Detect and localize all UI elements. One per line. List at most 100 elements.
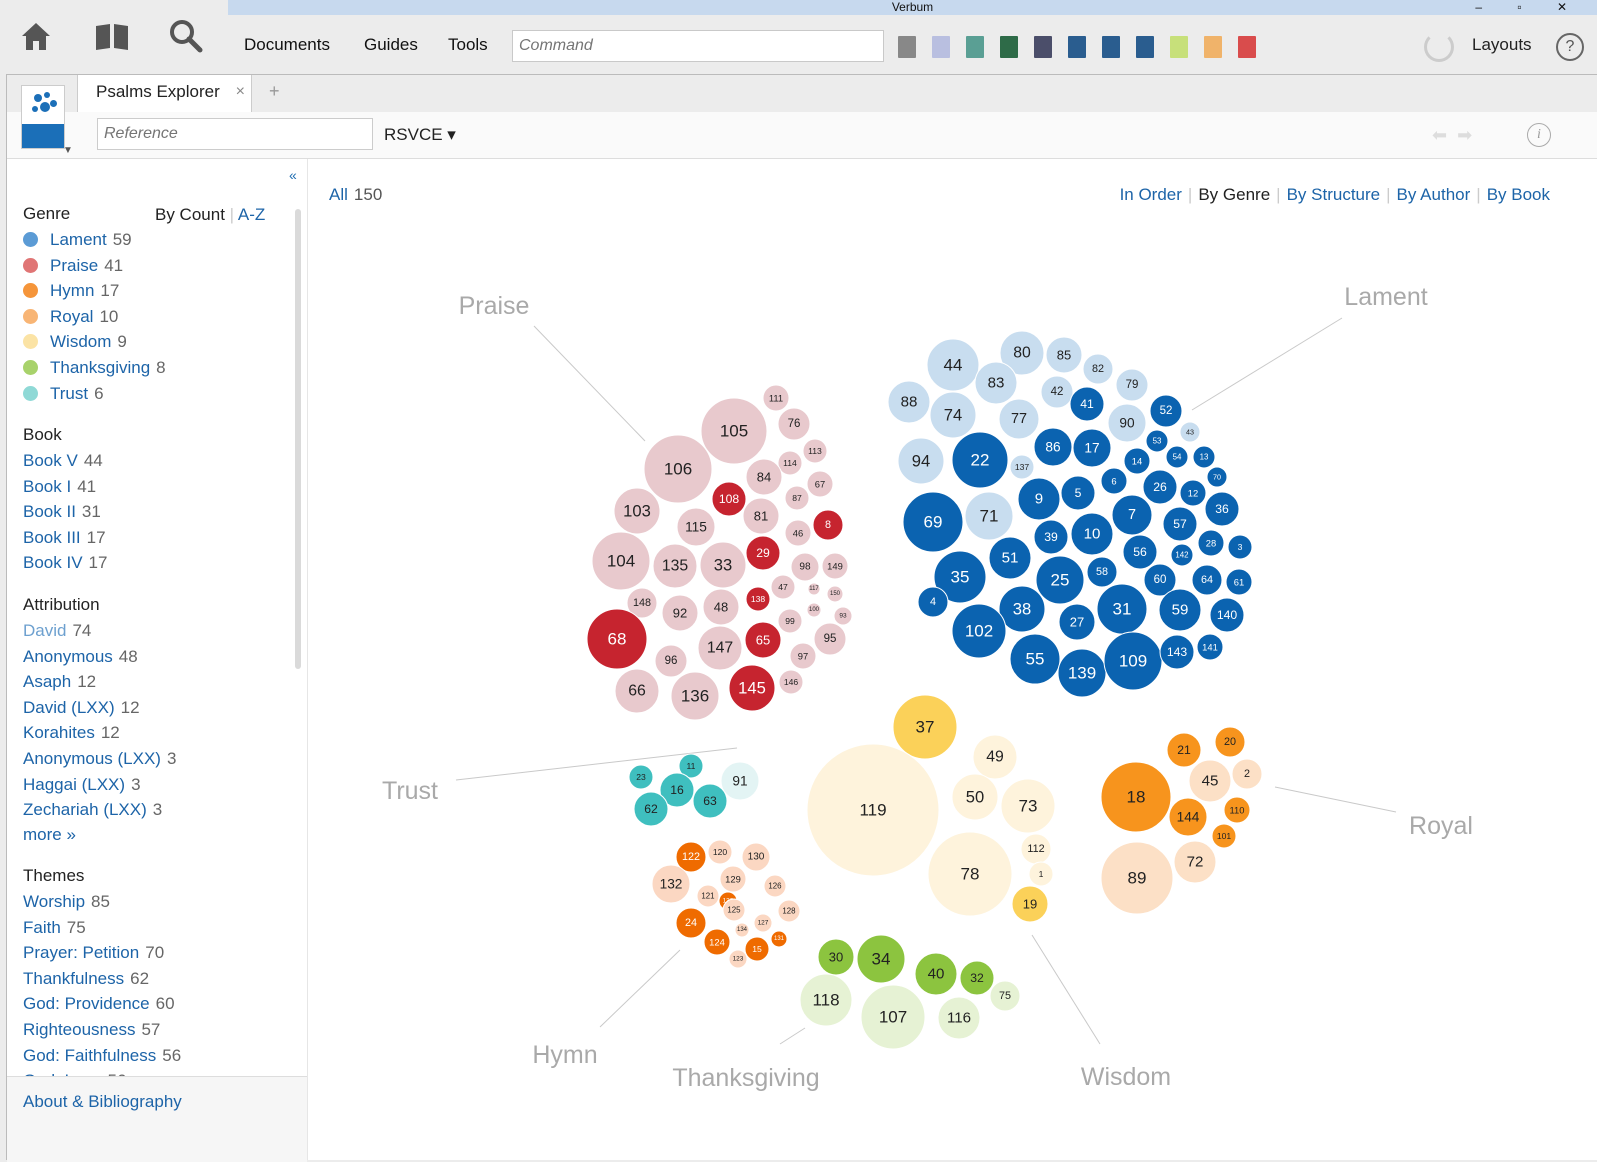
psalm-bubble[interactable]: [719, 865, 747, 893]
theme-item[interactable]: Righteousness 57: [23, 1020, 160, 1040]
book-shortcut-icon[interactable]: [1000, 36, 1018, 58]
close-tab-icon[interactable]: ×: [235, 83, 245, 100]
psalm-bubble[interactable]: [951, 603, 1007, 659]
theme-item[interactable]: Prayer: Petition 70: [23, 943, 164, 963]
layouts-button[interactable]: Layouts: [1472, 35, 1532, 54]
psalm-bubble[interactable]: [812, 509, 844, 541]
psalm-bubble[interactable]: [676, 507, 716, 547]
genre-item-wisdom[interactable]: Wisdom 9: [23, 332, 127, 352]
book-shortcut-icon[interactable]: [966, 36, 984, 58]
psalm-bubble[interactable]: [1082, 353, 1114, 385]
version-dropdown[interactable]: RSVCE ▾: [384, 125, 456, 144]
psalm-bubble[interactable]: [1231, 758, 1263, 790]
psalm-bubble[interactable]: [586, 608, 648, 670]
psalm-bubble[interactable]: [1143, 563, 1177, 597]
psalm-bubble[interactable]: [722, 898, 746, 922]
psalm-bubble[interactable]: [763, 874, 787, 898]
view-by-genre[interactable]: By Genre: [1198, 185, 1271, 204]
theme-item[interactable]: Thankfulness 62: [23, 969, 149, 989]
tab-psalms-explorer[interactable]: Psalms Explorer ×: [77, 75, 252, 112]
theme-item[interactable]: Worship 85: [23, 892, 110, 912]
psalm-bubble[interactable]: [777, 608, 803, 634]
psalm-bubble[interactable]: [974, 361, 1018, 405]
psalm-bubble[interactable]: [806, 743, 940, 877]
more-link[interactable]: more »: [23, 825, 76, 844]
psalm-bubble[interactable]: [892, 694, 958, 760]
psalm-bubble[interactable]: [1111, 494, 1153, 536]
psalm-bubble[interactable]: [702, 588, 740, 626]
book-shortcut-icon[interactable]: [1068, 36, 1086, 58]
psalm-bubble[interactable]: [643, 434, 713, 504]
psalm-bubble[interactable]: [989, 980, 1021, 1012]
psalm-bubble[interactable]: [1188, 759, 1232, 803]
add-tab-button[interactable]: +: [269, 81, 280, 101]
psalm-bubble[interactable]: [591, 531, 651, 591]
attribution-item[interactable]: David (LXX) 12: [23, 698, 140, 718]
psalm-bubble[interactable]: [790, 552, 820, 582]
attribution-item[interactable]: Korahites 12: [23, 723, 120, 743]
book-shortcut-icon[interactable]: [1170, 36, 1188, 58]
psalm-bubble[interactable]: [651, 864, 691, 904]
psalm-bubble[interactable]: [1086, 556, 1118, 588]
psalm-bubble[interactable]: [728, 664, 776, 712]
view-in-order[interactable]: In Order: [1119, 185, 1182, 204]
psalm-bubble[interactable]: [1204, 491, 1240, 527]
psalm-bubble[interactable]: [1100, 761, 1172, 833]
attribution-item[interactable]: Asaph 12: [23, 672, 96, 692]
psalm-bubble[interactable]: [999, 330, 1045, 376]
psalm-bubble[interactable]: [728, 949, 748, 969]
psalm-bubble[interactable]: [856, 934, 906, 984]
psalm-bubble[interactable]: [860, 984, 926, 1050]
sidebar-scrollbar[interactable]: [295, 209, 301, 669]
psalm-bubble[interactable]: [802, 438, 828, 464]
search-icon[interactable]: [166, 16, 206, 56]
psalm-bubble[interactable]: [1100, 841, 1174, 915]
psalm-bubble[interactable]: [1115, 368, 1149, 402]
view-by-author[interactable]: By Author: [1396, 185, 1471, 204]
psalm-bubble[interactable]: [959, 960, 995, 996]
psalm-bubble[interactable]: [744, 936, 770, 962]
psalm-bubble[interactable]: [762, 384, 790, 412]
psalm-bubble[interactable]: [902, 491, 964, 553]
psalm-bubble[interactable]: [770, 574, 796, 600]
all-filter[interactable]: All 150: [329, 185, 382, 205]
psalm-bubble[interactable]: [806, 470, 834, 498]
reference-input[interactable]: [97, 118, 373, 150]
book-item[interactable]: Book II 31: [23, 502, 101, 522]
sort-by-count[interactable]: By Count: [155, 205, 225, 224]
psalm-bubble[interactable]: [1145, 429, 1169, 453]
psalm-bubble[interactable]: [770, 930, 788, 948]
book-shortcut-icon[interactable]: [932, 36, 950, 58]
psalm-bubble[interactable]: [1045, 336, 1083, 374]
menu-guides[interactable]: Guides: [364, 35, 418, 54]
psalm-bubble[interactable]: [699, 541, 747, 589]
book-shortcut-icon[interactable]: [1102, 36, 1120, 58]
psalm-bubble[interactable]: [613, 487, 661, 535]
psalm-bubble[interactable]: [897, 437, 945, 485]
psalm-bubble[interactable]: [1040, 375, 1074, 409]
psalm-bubble[interactable]: [951, 431, 1009, 489]
psalm-bubble[interactable]: [633, 791, 669, 827]
psalm-bubble[interactable]: [1162, 506, 1198, 542]
psalm-bubble[interactable]: [806, 602, 822, 618]
psalm-bubble[interactable]: [1070, 512, 1114, 556]
psalm-bubble[interactable]: [1058, 603, 1096, 641]
psalm-bubble[interactable]: [1000, 778, 1056, 834]
psalm-bubble[interactable]: [720, 761, 760, 801]
psalm-bubble[interactable]: [988, 536, 1032, 580]
psalm-bubble[interactable]: [817, 938, 855, 976]
psalm-bubble[interactable]: [777, 899, 801, 923]
history-arrows-icon[interactable]: ⬅➡: [1432, 125, 1483, 145]
psalm-bubble[interactable]: [744, 621, 782, 659]
command-input[interactable]: [512, 30, 884, 62]
psalm-bubble[interactable]: [1028, 861, 1054, 887]
psalm-bubble[interactable]: [1197, 529, 1225, 557]
psalm-bubble[interactable]: [1107, 403, 1147, 443]
view-by-structure[interactable]: By Structure: [1286, 185, 1381, 204]
psalm-bubble[interactable]: [1211, 823, 1237, 849]
psalm-bubble[interactable]: [784, 485, 810, 511]
panel-menu-icon[interactable]: ▼: [63, 145, 73, 156]
psalm-bubble[interactable]: [1017, 477, 1061, 521]
psalm-bubble[interactable]: [807, 582, 821, 596]
genre-item-royal[interactable]: Royal 10: [23, 307, 118, 327]
